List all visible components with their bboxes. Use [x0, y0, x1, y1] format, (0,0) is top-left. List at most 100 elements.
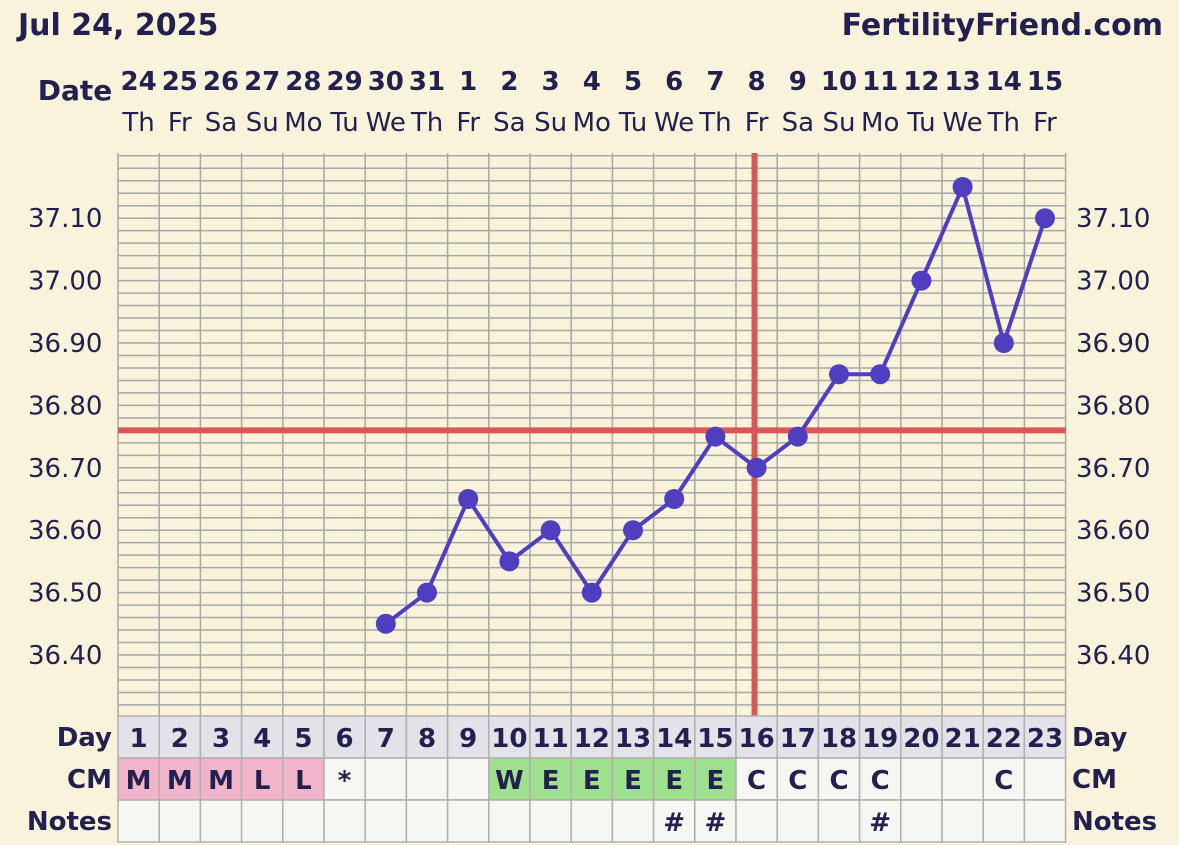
notes-row-cell [900, 799, 943, 843]
weekday-label: We [654, 108, 694, 138]
day-row-label-left: Day [57, 723, 112, 753]
weekday-label: Sa [782, 108, 814, 138]
notes-row-cell [364, 799, 408, 843]
date-label: 13 [945, 67, 981, 97]
weekday-label: We [366, 108, 406, 138]
day-row-cell [158, 715, 202, 759]
temperature-point [911, 270, 932, 291]
date-label: 29 [327, 67, 363, 97]
temperature-point [746, 457, 767, 478]
cm-row-cell [240, 757, 284, 801]
cm-row-cell [694, 757, 737, 801]
weekday-label: Fr [1033, 108, 1057, 138]
weekday-label: Mo [573, 108, 611, 138]
weekday-label: Fr [745, 108, 769, 138]
notes-row-cell [817, 799, 861, 843]
weekday-label: Su [823, 108, 856, 138]
weekday-label: Mo [861, 108, 899, 138]
cm-row-cell [817, 757, 861, 801]
y-tick-label-right: 36.90 [1076, 329, 1150, 359]
date-label: 6 [665, 67, 683, 97]
notes-row-cell [694, 799, 737, 843]
notes-row-label-right: Notes [1072, 807, 1157, 837]
temperature-point [705, 426, 726, 447]
y-tick-label-left: 37.00 [28, 267, 102, 297]
date-label: 14 [986, 67, 1022, 97]
day-row-cell [446, 715, 490, 759]
cm-row-cell [735, 757, 778, 801]
notes-row-value: # [663, 808, 685, 838]
temperature-point [581, 582, 602, 603]
y-tick-label-right: 36.50 [1076, 579, 1150, 609]
date-label: 11 [862, 67, 898, 97]
date-label: 12 [903, 67, 939, 97]
day-row-value: 13 [615, 724, 651, 754]
weekday-label: Th [698, 108, 731, 138]
date-row-label: Date [38, 74, 113, 107]
day-row-cell [117, 715, 160, 759]
weekday-label: Fr [168, 108, 192, 138]
day-row-value: 14 [656, 724, 692, 754]
day-row-value: 10 [491, 724, 527, 754]
notes-row-value: # [705, 808, 727, 838]
date-label: 7 [706, 67, 724, 97]
weekday-label: Sa [493, 108, 525, 138]
day-row-value: 17 [780, 724, 816, 754]
notes-row-cell [941, 799, 984, 843]
notes-row-cell [446, 799, 490, 843]
notes-row-cell [529, 799, 572, 843]
day-row-value: 5 [294, 724, 312, 754]
day-row-cell [240, 715, 284, 759]
cm-row-value: E [665, 766, 683, 796]
cm-row-value: C [994, 766, 1013, 796]
cm-row-cell [570, 757, 614, 801]
notes-row-cell [982, 799, 1026, 843]
date-label: 25 [162, 67, 198, 97]
date-label: 4 [583, 67, 601, 97]
date-label: 24 [121, 67, 157, 97]
day-row-value: 18 [821, 724, 857, 754]
y-tick-label-right: 36.60 [1076, 516, 1150, 546]
day-row-value: 16 [739, 724, 775, 754]
notes-row-cell [158, 799, 202, 843]
date-label: 15 [1027, 67, 1063, 97]
day-row-cell [817, 715, 861, 759]
day-row-value: 15 [697, 724, 733, 754]
day-row-value: 2 [171, 724, 189, 754]
date-label: 26 [203, 67, 239, 97]
weekday-label: Su [246, 108, 279, 138]
y-tick-label-right: 36.80 [1076, 391, 1150, 421]
cm-row-value: E [583, 766, 601, 796]
cm-row-cell [282, 757, 325, 801]
notes-row-cell [405, 799, 449, 843]
day-row-value: 21 [945, 724, 981, 754]
chart-date: Jul 24, 2025 [18, 8, 219, 43]
temperature-point [952, 177, 973, 197]
day-row-cell [858, 715, 902, 759]
y-tick-label-left: 36.70 [28, 454, 102, 484]
notes-row-cell [570, 799, 614, 843]
y-tick-label-right: 36.40 [1076, 641, 1150, 671]
date-label: 9 [789, 67, 807, 97]
site-name[interactable]: FertilityFriend.com [841, 8, 1163, 43]
cm-row-value: C [871, 766, 890, 796]
weekday-label: Mo [284, 108, 322, 138]
y-tick-label-left: 37.10 [28, 204, 102, 234]
cm-row-cell [364, 757, 408, 801]
date-label: 8 [748, 67, 766, 97]
notes-row-cell [652, 799, 696, 843]
day-row-value: 20 [903, 724, 939, 754]
date-label: 1 [459, 67, 477, 97]
cm-row-value: M [208, 766, 234, 796]
day-row-value: 12 [574, 724, 610, 754]
weekday-label: Tu [906, 108, 935, 138]
notes-row-cell [858, 799, 902, 843]
temperature-point [870, 364, 891, 385]
date-label: 30 [368, 67, 404, 97]
cm-row-label-right: CM [1072, 765, 1117, 795]
date-label: 31 [409, 67, 445, 97]
notes-row-cell [1023, 799, 1067, 843]
day-row-value: 22 [986, 724, 1022, 754]
cm-row-value: E [624, 766, 642, 796]
